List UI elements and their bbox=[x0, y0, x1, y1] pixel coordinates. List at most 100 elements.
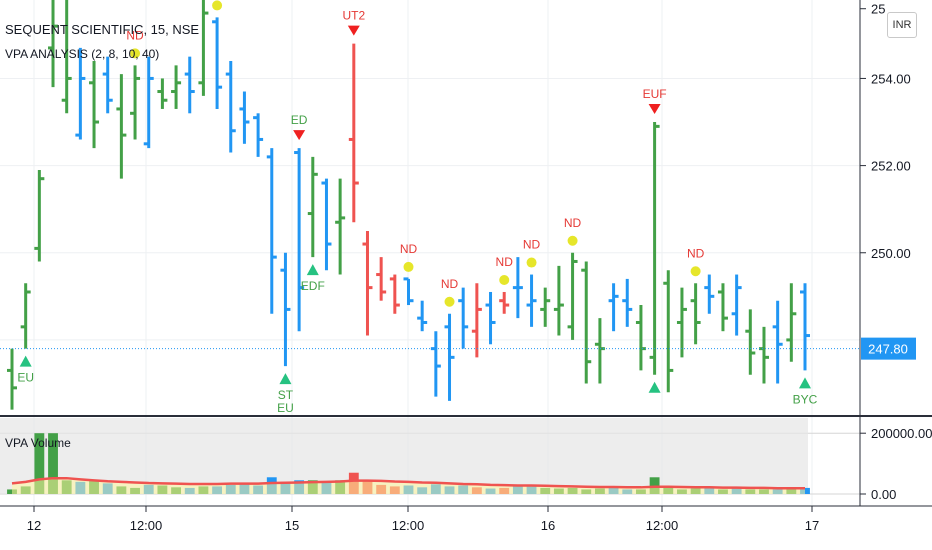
price-bar bbox=[485, 291, 496, 345]
price-bar bbox=[389, 274, 400, 314]
price-bar bbox=[253, 113, 264, 157]
price-bar bbox=[622, 278, 633, 327]
no-demand-dot bbox=[130, 48, 141, 59]
signal-label: ND bbox=[441, 277, 459, 291]
price-bar bbox=[594, 318, 605, 384]
signal-up-arrow bbox=[279, 373, 292, 385]
signal-up-arrow bbox=[19, 355, 32, 367]
no-demand-dot bbox=[526, 257, 537, 268]
price-tick-label: 25 bbox=[871, 2, 885, 17]
signal-label: EU bbox=[277, 401, 294, 415]
price-bar bbox=[362, 230, 373, 336]
price-bar bbox=[157, 78, 168, 109]
price-bar bbox=[567, 252, 578, 340]
price-bar bbox=[690, 283, 701, 345]
price-bar bbox=[239, 91, 250, 144]
no-demand-dot bbox=[403, 261, 414, 272]
signal-label: EDF bbox=[301, 279, 325, 293]
price-bar bbox=[526, 274, 537, 327]
symbol-legend[interactable]: SEQUENT SCIENTIFIC, 15, NSE bbox=[5, 22, 200, 37]
price-bar bbox=[7, 348, 17, 410]
signal-label: ED bbox=[291, 113, 308, 127]
time-axis-labels: 12 12:00 15 12:00 16 12:00 17 bbox=[27, 506, 819, 533]
price-bar bbox=[61, 0, 72, 114]
price-bar bbox=[471, 283, 482, 358]
no-demand-dot bbox=[499, 274, 510, 285]
signal-label: ND bbox=[496, 255, 514, 269]
price-bar bbox=[102, 56, 113, 114]
volume-ma-line bbox=[11, 476, 805, 494]
no-demand-dot bbox=[690, 266, 701, 277]
time-tick-label: 16 bbox=[541, 518, 555, 533]
price-bar bbox=[75, 47, 86, 140]
price-bar bbox=[635, 305, 646, 371]
price-bar bbox=[184, 56, 195, 114]
price-bar bbox=[266, 148, 277, 314]
price-bar bbox=[430, 331, 441, 397]
price-bar bbox=[499, 291, 510, 314]
price-bar bbox=[512, 257, 523, 319]
no-demand-dot bbox=[444, 296, 455, 307]
price-axis-labels: 25 254.00 252.00 250.00 bbox=[860, 2, 911, 261]
price-bar bbox=[48, 0, 59, 88]
volume-ma bbox=[11, 476, 805, 490]
price-bar bbox=[34, 169, 45, 262]
indicator-legend[interactable]: VPA ANALYSIS (2, 8, 10, 40) bbox=[5, 47, 160, 61]
no-demand-dot bbox=[567, 235, 578, 246]
price-bar bbox=[20, 283, 31, 349]
price-bar bbox=[130, 65, 141, 140]
signal-label: BYC bbox=[793, 392, 818, 406]
signal-label: ND bbox=[400, 242, 418, 256]
price-bar bbox=[403, 277, 414, 306]
price-bar bbox=[143, 56, 154, 149]
price-bar bbox=[89, 61, 100, 149]
currency-button[interactable]: INR bbox=[887, 12, 917, 38]
signal-down-arrow bbox=[293, 130, 306, 141]
price-bar bbox=[321, 178, 332, 271]
time-tick-label: 17 bbox=[805, 518, 819, 533]
volume-ma-fill bbox=[12, 478, 805, 494]
price-bar bbox=[294, 148, 305, 332]
price-tick-label: 252.00 bbox=[871, 159, 911, 174]
signal-annotations: NDNDEDUT2NDNDNDNDNDEUFNDEUEDFSTEUBYC bbox=[17, 0, 818, 415]
last-price-box bbox=[861, 337, 916, 360]
right-scale-background bbox=[860, 0, 932, 550]
time-tick-label: 12:00 bbox=[130, 518, 163, 533]
price-bar bbox=[745, 309, 756, 375]
signal-label: UT2 bbox=[342, 9, 365, 23]
volume-tick-label: 0.00 bbox=[871, 487, 896, 502]
volume-bar bbox=[34, 433, 45, 494]
price-bar bbox=[171, 65, 182, 109]
price-bar bbox=[608, 283, 619, 332]
volume-axis-labels: 200000.00 0.00 bbox=[860, 426, 932, 502]
price-bar bbox=[758, 326, 769, 384]
price-bar bbox=[581, 261, 592, 384]
price-bar bbox=[335, 178, 346, 275]
time-tick-label: 12 bbox=[27, 518, 41, 533]
price-bar bbox=[458, 287, 469, 349]
price-bar bbox=[198, 0, 209, 96]
time-tick-label: 12:00 bbox=[392, 518, 425, 533]
price-bar bbox=[649, 122, 660, 375]
signal-label: ND bbox=[126, 28, 144, 42]
price-bar bbox=[280, 252, 291, 367]
price-bar bbox=[307, 156, 318, 258]
signal-label: ND bbox=[564, 216, 582, 230]
time-tick-label: 12:00 bbox=[646, 518, 679, 533]
price-bar bbox=[676, 287, 687, 358]
volume-legend[interactable]: VPA Volume bbox=[5, 436, 71, 450]
volume-tick-label: 200000.00 bbox=[871, 426, 932, 441]
price-bar bbox=[731, 274, 742, 336]
last-price-badge: 247.80 bbox=[861, 337, 916, 360]
signal-up-arrow bbox=[648, 381, 661, 393]
price-bar bbox=[540, 287, 551, 327]
price-bar bbox=[376, 257, 387, 301]
signal-up-arrow bbox=[799, 377, 811, 389]
signal-down-arrow bbox=[648, 104, 661, 115]
price-tick-label: 254.00 bbox=[871, 71, 911, 86]
price-tick-label: 250.00 bbox=[871, 246, 911, 261]
price-bar bbox=[444, 313, 455, 401]
no-demand-dot bbox=[212, 0, 223, 11]
price-bar bbox=[786, 283, 797, 362]
